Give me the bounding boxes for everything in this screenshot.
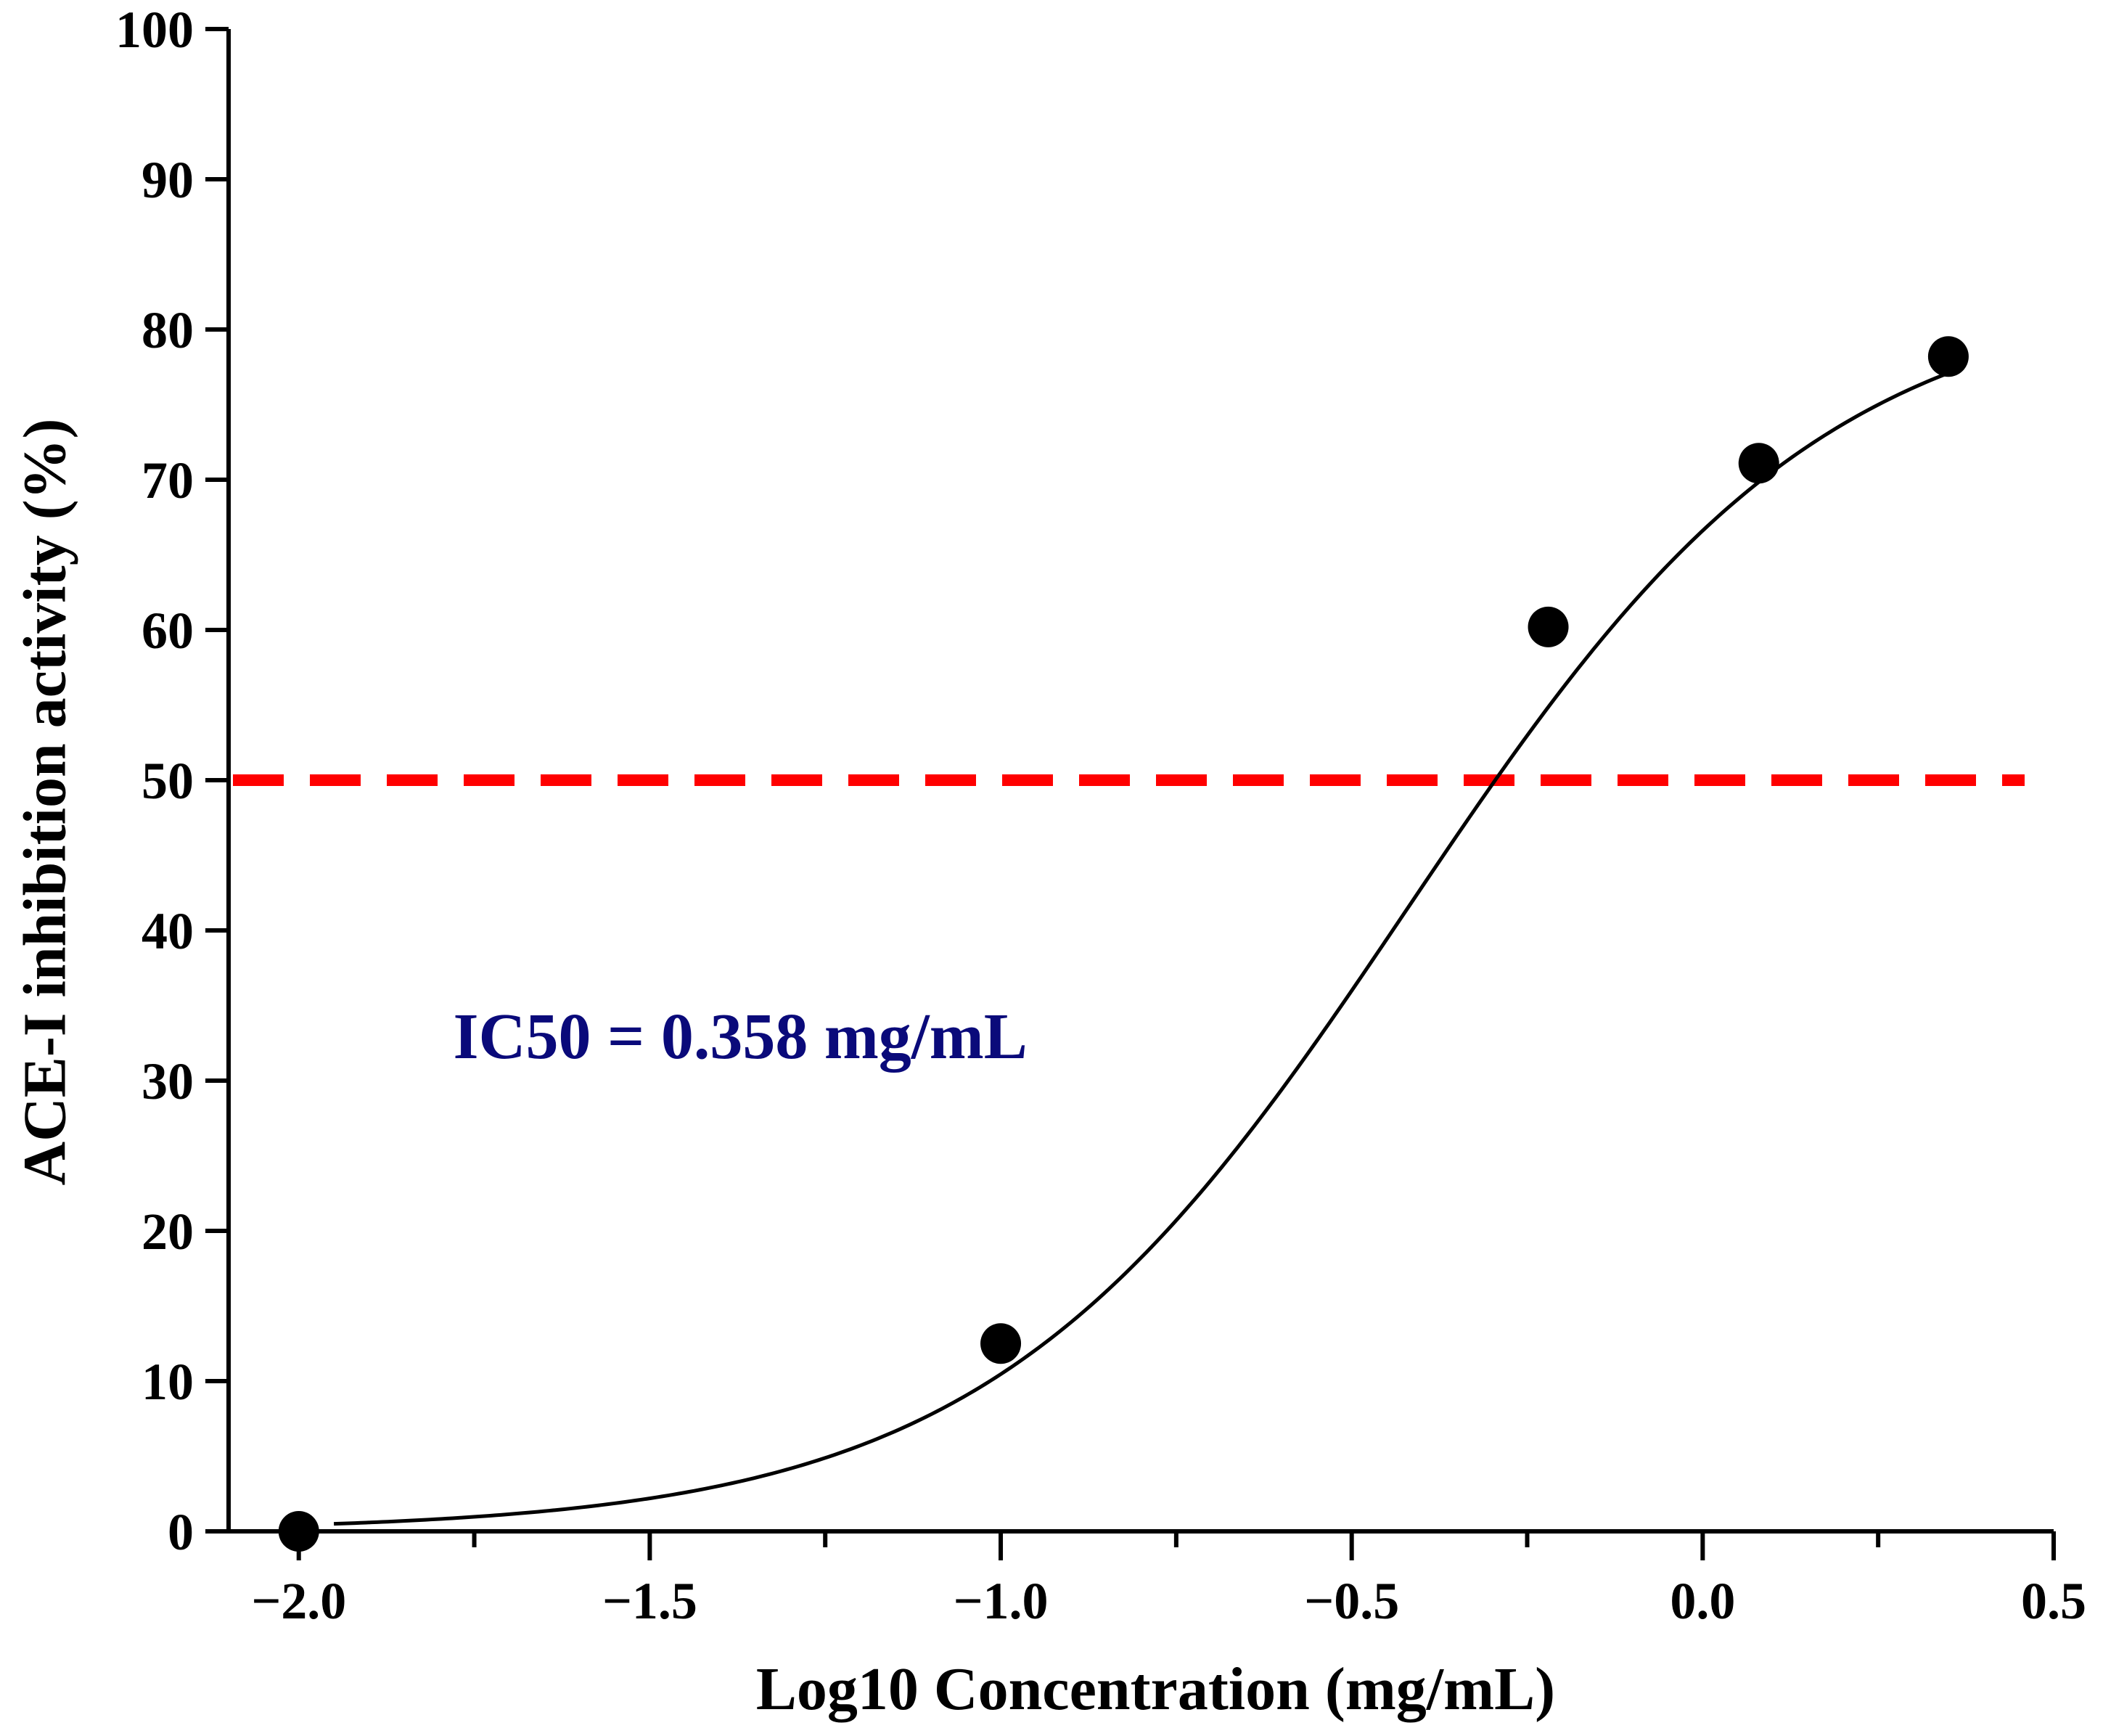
x-tick-label: 0.0	[1670, 1572, 1735, 1630]
x-tick-label: −2.0	[251, 1572, 346, 1630]
y-tick-label: 90	[142, 151, 194, 209]
x-tick-label: −0.5	[1304, 1572, 1399, 1630]
y-tick-label: 100	[115, 1, 194, 59]
y-tick-label: 20	[142, 1203, 194, 1261]
y-tick-label: 40	[142, 902, 194, 960]
y-tick-label: 80	[142, 301, 194, 359]
data-point	[278, 1511, 319, 1552]
data-point	[980, 1323, 1022, 1364]
data-point	[1528, 606, 1569, 647]
y-tick-label: 30	[142, 1052, 194, 1110]
y-tick-label: 60	[142, 602, 194, 660]
y-axis-title: ACE-I inhibition activity (%)	[11, 418, 78, 1185]
y-tick-label: 70	[142, 451, 194, 509]
fit-curve	[334, 371, 1949, 1526]
x-tick-label: −1.0	[954, 1572, 1049, 1630]
data-points	[278, 336, 1969, 1552]
data-point	[1927, 336, 1969, 377]
y-tick-label: 50	[142, 752, 194, 810]
x-axis-title: Log10 Concentration (mg/mL)	[756, 1655, 1555, 1723]
axes: 0 10 20 30 40 50 60 70 80 90 100 −2.0 −1.5 −1.0 −0.5 0.…	[115, 1, 2086, 1630]
fit-curve-layer	[334, 371, 1949, 1526]
data-point	[1738, 443, 1779, 484]
x-tick-label: 0.5	[2021, 1572, 2086, 1630]
y-tick-label: 0	[168, 1503, 194, 1561]
x-tick-label: −1.5	[602, 1572, 697, 1630]
y-tick-label: 10	[142, 1353, 194, 1411]
labels: IC50 = 0.358 mg/mL Log10 Concentration (…	[11, 418, 1555, 1723]
ic50-annotation: IC50 = 0.358 mg/mL	[454, 1001, 1028, 1073]
